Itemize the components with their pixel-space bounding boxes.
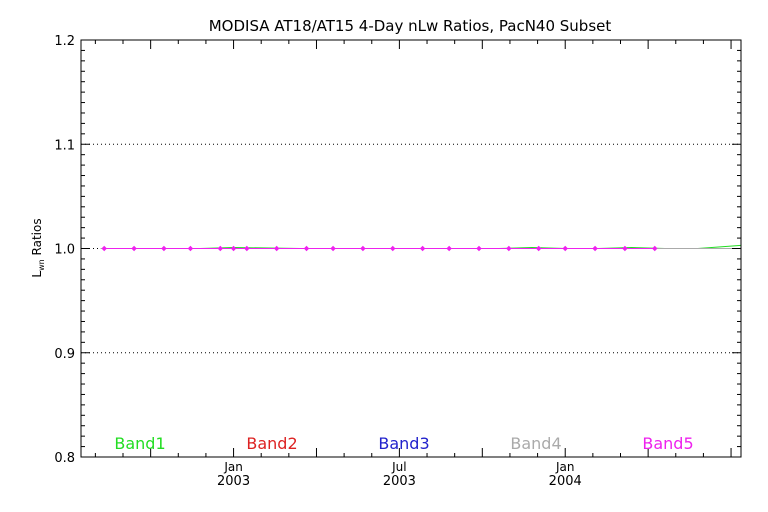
- y-tick-label: 0.9: [54, 347, 75, 362]
- y-axis-label-sub: wn: [37, 259, 46, 271]
- series-point-band5: [390, 245, 396, 252]
- series-layer: [100, 244, 742, 252]
- chart-title: MODISA AT18/AT15 4-Day nLw Ratios, PacN4…: [209, 17, 612, 35]
- series-point-band5: [217, 245, 224, 252]
- legend: Band1 Band2 Band3 Band4 Band5: [114, 434, 693, 453]
- series-point-band5: [273, 245, 280, 252]
- series-point-band5: [652, 245, 658, 252]
- y-tick-label: 0.8: [54, 451, 75, 466]
- series-point-band5: [476, 245, 482, 252]
- series-point-band5: [330, 245, 336, 252]
- y-axis-label: Lwn Ratios: [30, 218, 46, 277]
- y-tick-label: 1.1: [54, 138, 75, 153]
- series-point-band5: [303, 245, 310, 252]
- legend-label-band4: Band4: [510, 434, 561, 453]
- x-tick-year: 2003: [217, 474, 250, 489]
- series-point-band5: [419, 245, 426, 252]
- x-tick-year: 2003: [383, 474, 416, 489]
- series-point-band5: [592, 245, 598, 252]
- series-point-band5: [131, 245, 137, 252]
- y-tick-label: 1.0: [54, 243, 75, 258]
- legend-label-band2: Band2: [246, 434, 297, 453]
- series-point-band5: [101, 245, 107, 252]
- series-point-band5: [622, 245, 628, 252]
- series-point-band5: [187, 245, 194, 252]
- x-tick-month: Jul: [391, 460, 406, 474]
- series-point-band5: [244, 245, 250, 252]
- series-point-band5: [161, 245, 167, 252]
- series-point-band5: [230, 245, 237, 252]
- series-point-band5: [535, 245, 542, 252]
- y-axis-label-main: L: [30, 271, 44, 278]
- series-point-band5: [360, 245, 366, 252]
- series-point-band5: [506, 245, 512, 252]
- x-tick-year: 2004: [549, 474, 582, 489]
- series-point-band5: [446, 245, 452, 252]
- series-point-band5: [562, 245, 568, 252]
- x-tick-month: Jan: [555, 460, 575, 474]
- legend-label-band1: Band1: [114, 434, 165, 453]
- y-axis-ticks: 0.8 0.9 1.0 1.1 1.2: [54, 34, 741, 466]
- legend-label-band3: Band3: [378, 434, 429, 453]
- x-tick-month: Jan: [223, 460, 243, 474]
- y-axis-label-rest: Ratios: [30, 218, 44, 259]
- y-tick-label: 1.2: [54, 34, 75, 49]
- legend-label-band5: Band5: [642, 434, 693, 453]
